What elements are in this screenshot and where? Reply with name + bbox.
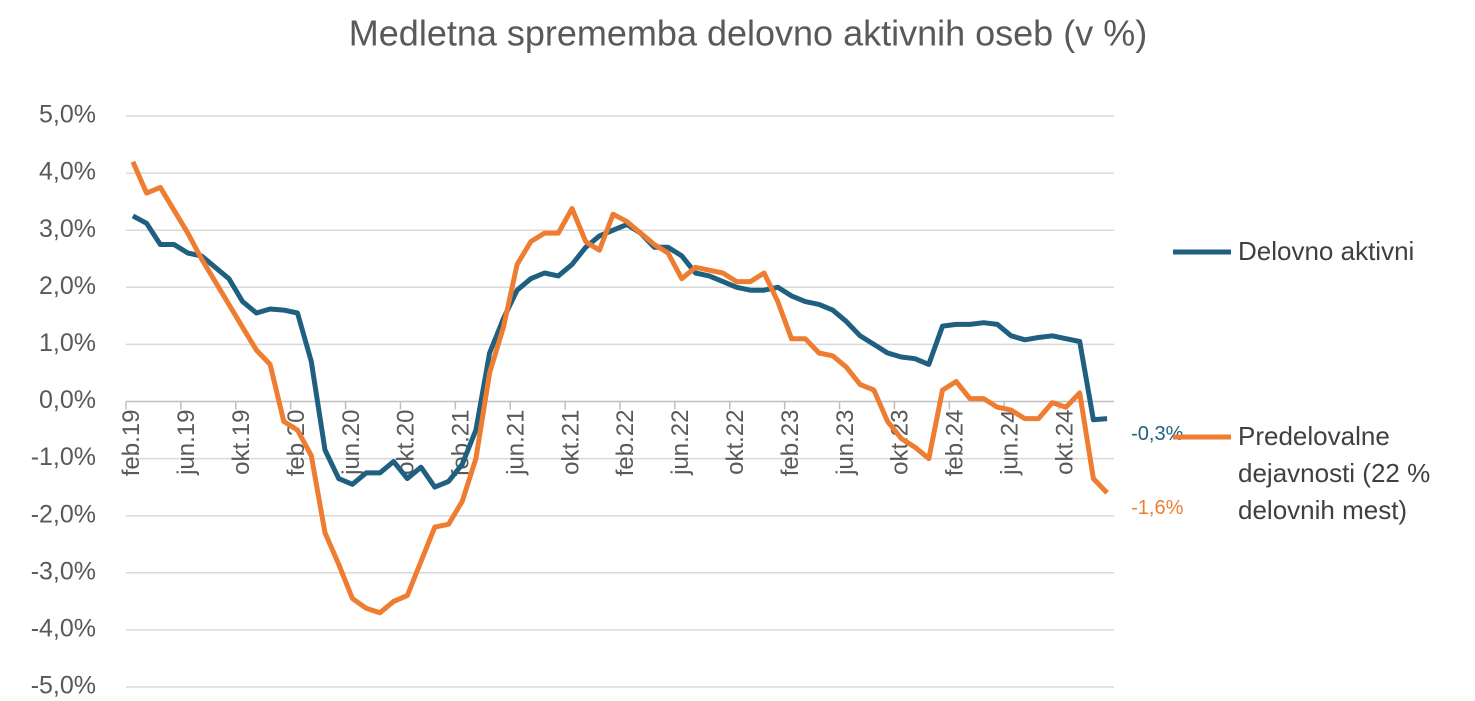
chart-title: Medletna sprememba delovno aktivnih oseb… bbox=[349, 13, 1147, 54]
x-tick-label: jun.19 bbox=[173, 410, 200, 476]
x-tick-label: jun.21 bbox=[502, 410, 529, 476]
x-tick-label: feb.24 bbox=[942, 410, 969, 477]
y-tick-label: 2,0% bbox=[39, 272, 96, 300]
x-tick-label: jun.24 bbox=[996, 410, 1023, 476]
y-tick-label: -2,0% bbox=[31, 500, 96, 528]
x-tick-label: okt.21 bbox=[557, 410, 584, 475]
x-tick-label: okt.19 bbox=[228, 410, 255, 475]
legend-label: Predelovalne dejavnosti (22 % delovnih m… bbox=[1238, 421, 1431, 525]
x-tick-label: okt.24 bbox=[1051, 410, 1078, 475]
x-tick-label: feb.22 bbox=[612, 410, 639, 477]
y-tick-label: -5,0% bbox=[31, 672, 96, 700]
series-line bbox=[131, 213, 1108, 490]
data-label: -0,3% bbox=[1131, 423, 1183, 445]
x-tick-label: okt.22 bbox=[722, 410, 749, 475]
y-tick-label: -4,0% bbox=[31, 615, 96, 643]
x-tick-label: jun.23 bbox=[832, 410, 859, 476]
x-tick-label: jun.20 bbox=[338, 410, 365, 476]
data-label: -1,6% bbox=[1131, 497, 1183, 519]
x-tick-label: feb.19 bbox=[118, 410, 145, 477]
y-tick-label: 5,0% bbox=[39, 101, 96, 129]
legend-label: Delovno aktivni bbox=[1238, 236, 1415, 266]
series-line bbox=[130, 160, 1109, 616]
y-tick-label: 3,0% bbox=[39, 215, 96, 243]
y-tick-label: 0,0% bbox=[39, 386, 96, 414]
y-tick-label: 1,0% bbox=[39, 329, 96, 357]
y-tick-label: -1,0% bbox=[31, 443, 96, 471]
y-tick-label: 4,0% bbox=[39, 158, 96, 186]
x-tick-label: feb.23 bbox=[777, 410, 804, 477]
x-tick-label: jun.22 bbox=[667, 410, 694, 476]
y-tick-label: -3,0% bbox=[31, 557, 96, 585]
